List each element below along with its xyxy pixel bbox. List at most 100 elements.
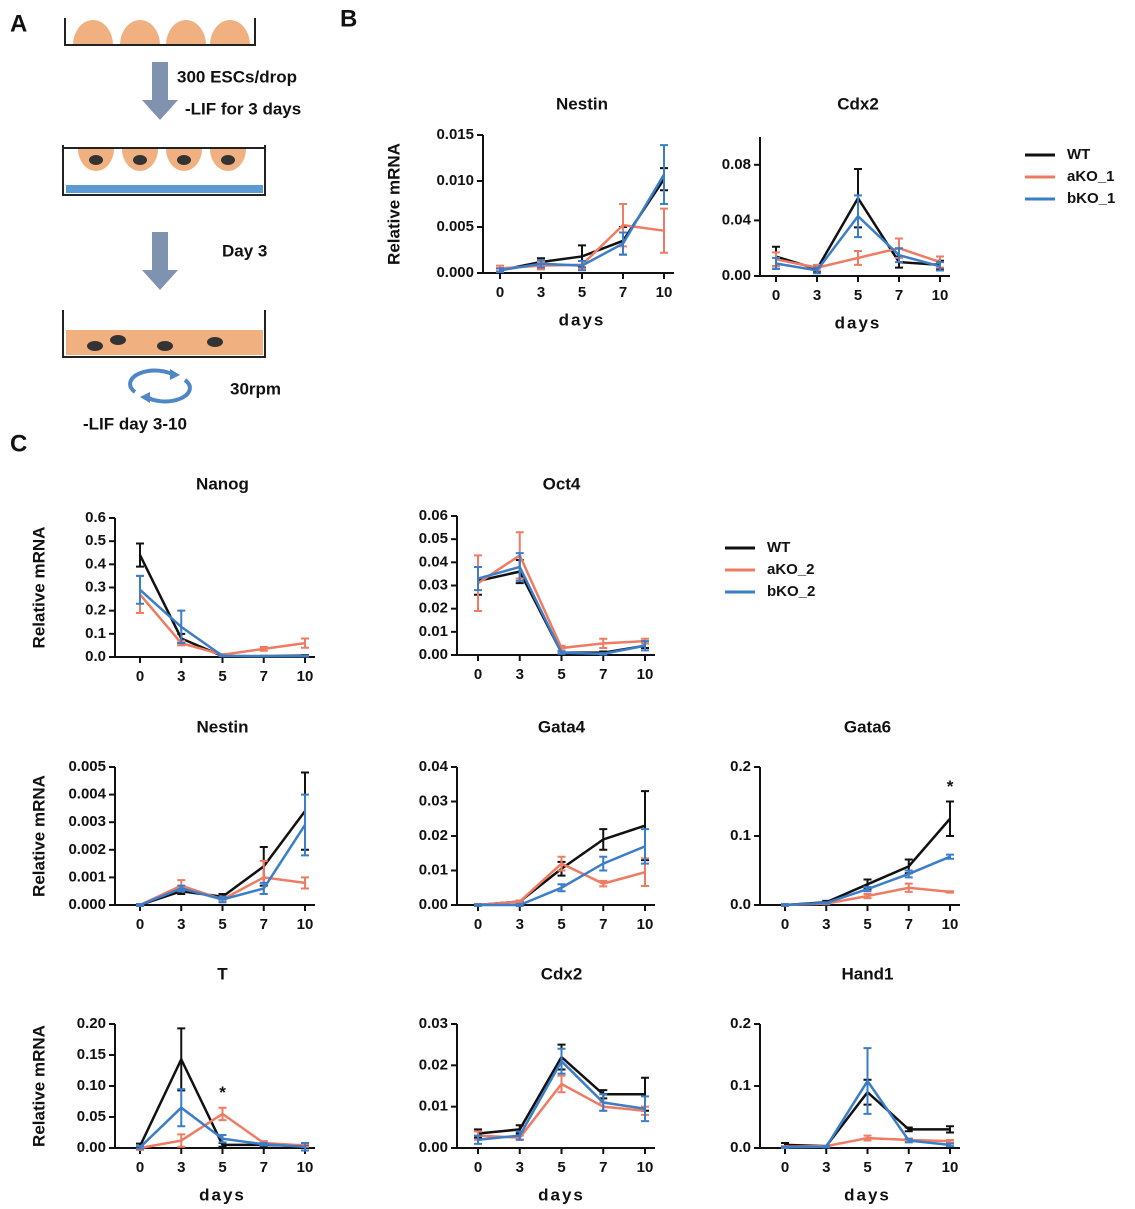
x-tick-label: 0 xyxy=(136,668,144,685)
x-tick-label: 10 xyxy=(297,1159,314,1176)
y-tick-label: 0.015 xyxy=(436,126,474,143)
y-tick-label: 0.00 xyxy=(419,896,448,913)
y-tick-label: 0.0 xyxy=(85,648,106,665)
x-tick-label: 0 xyxy=(496,284,504,301)
y-tick-label: 0.0 xyxy=(730,1139,751,1156)
arrow xyxy=(142,62,178,120)
series-line xyxy=(477,1059,646,1141)
chart-title: Nestin xyxy=(556,94,608,113)
annotation: * xyxy=(947,777,954,796)
embryoid-bodies xyxy=(87,335,223,351)
x-tick-label: 5 xyxy=(557,1159,565,1176)
x-tick-label: 0 xyxy=(772,287,780,304)
series-line xyxy=(775,214,941,272)
x-tick-label: 10 xyxy=(297,916,314,933)
series-line xyxy=(499,173,666,272)
x-tick-label: 5 xyxy=(218,1159,226,1176)
x-tick-label: 7 xyxy=(895,287,903,304)
chart: Nestin Relative mRNA 0.000 0.001 0.002 0.003 0… xyxy=(29,717,315,933)
x-tick-label: 3 xyxy=(177,1159,185,1176)
chart: Hand1 days 0.0 0.1 0.2 0 3 5 7 10 xyxy=(730,964,960,1204)
x-axis-label: days xyxy=(538,1185,585,1204)
step-text: -LIF for 3 days xyxy=(185,99,301,118)
y-tick-label: 0.00 xyxy=(419,1139,448,1156)
y-tick-label: 0.0 xyxy=(730,896,751,913)
y-axis-label: Relative mRNA xyxy=(384,143,403,265)
series-line xyxy=(138,1056,306,1148)
series-line xyxy=(138,554,306,658)
y-tick-label: 0.005 xyxy=(68,758,106,775)
x-tick-label: 3 xyxy=(537,284,545,301)
dish xyxy=(64,18,256,46)
chart-title: Cdx2 xyxy=(541,964,583,983)
y-tick-label: 0.01 xyxy=(419,623,448,640)
y-tick-label: 0.01 xyxy=(419,861,448,878)
chart: Oct4 0.00 0.01 0.02 0.03 0.04 0.05 0.06 0 3 5 7 10 WT… xyxy=(419,474,816,682)
x-tick-label: 7 xyxy=(619,284,627,301)
legend-label: bKO_2 xyxy=(767,583,815,600)
x-tick-label: 7 xyxy=(260,916,268,933)
legend-label: bKO_1 xyxy=(1067,190,1115,207)
chart-title: Nanog xyxy=(196,474,249,493)
x-tick-label: 7 xyxy=(599,1159,607,1176)
y-tick-label: 0.1 xyxy=(730,1077,751,1094)
series-line xyxy=(477,570,646,654)
step-text: -LIF day 3-10 xyxy=(83,414,187,433)
chart-title: T xyxy=(217,964,228,983)
chart-title: Cdx2 xyxy=(837,94,879,113)
chart-title: Nestin xyxy=(197,717,249,736)
y-tick-label: 0.010 xyxy=(436,172,474,189)
x-axis-label: days xyxy=(199,1185,246,1204)
y-tick-label: 0.05 xyxy=(77,1108,106,1125)
y-tick-label: 0.15 xyxy=(77,1046,106,1063)
x-tick-label: 0 xyxy=(474,1159,482,1176)
chart-title: Oct4 xyxy=(543,474,581,493)
x-tick-label: 0 xyxy=(136,1159,144,1176)
legend-label: WT xyxy=(767,539,790,556)
y-tick-label: 0.02 xyxy=(419,827,448,844)
series-line xyxy=(477,553,646,650)
chart: Cdx2 days 0.00 0.04 0.08 0 3 5 7 10 WT aKO_1 bKO_1 xyxy=(722,94,1116,332)
x-tick-label: 0 xyxy=(781,1159,789,1176)
x-tick-label: 7 xyxy=(260,668,268,685)
protocol-diagram: 300 ESCs/drop -LIF for 3 days Day 3 30rp… xyxy=(62,18,301,433)
x-tick-label: 7 xyxy=(905,1159,913,1176)
x-tick-label: 10 xyxy=(637,666,654,683)
x-tick-label: 3 xyxy=(822,916,830,933)
x-tick-label: 7 xyxy=(260,1159,268,1176)
x-tick-label: 7 xyxy=(905,916,913,933)
y-tick-label: 0.004 xyxy=(68,786,106,803)
y-tick-label: 0.04 xyxy=(419,553,449,570)
panel-label: A xyxy=(10,10,27,37)
x-tick-label: 3 xyxy=(822,1159,830,1176)
x-tick-label: 3 xyxy=(813,287,821,304)
series-line xyxy=(477,565,646,656)
x-axis-label: days xyxy=(835,313,882,332)
step-text: Day 3 xyxy=(222,241,267,260)
series-line xyxy=(775,246,941,269)
hanging-drop xyxy=(78,149,246,171)
chart: Gata6 0.0 0.1 0.2 0 3 5 7 10 * xyxy=(730,717,960,933)
x-tick-label: 10 xyxy=(637,916,654,933)
y-tick-label: 0.001 xyxy=(68,868,106,885)
series-line xyxy=(477,862,646,907)
series-line xyxy=(784,1078,951,1149)
series-line xyxy=(139,810,307,907)
y-tick-label: 0.2 xyxy=(85,602,106,619)
x-tick-label: 7 xyxy=(599,666,607,683)
panel-label: C xyxy=(10,430,27,457)
x-tick-label: 5 xyxy=(863,916,871,933)
chart-title: Gata4 xyxy=(538,717,586,736)
x-tick-label: 5 xyxy=(218,916,226,933)
x-tick-label: 10 xyxy=(637,1159,654,1176)
x-tick-label: 0 xyxy=(474,666,482,683)
legend-label: aKO_1 xyxy=(1067,168,1115,185)
y-tick-label: 0.1 xyxy=(730,827,751,844)
x-tick-label: 10 xyxy=(942,916,959,933)
y-tick-label: 0.003 xyxy=(68,813,106,830)
x-axis-label: days xyxy=(844,1185,891,1204)
rotation-arrow-head xyxy=(140,369,180,403)
x-tick-label: 5 xyxy=(854,287,862,304)
